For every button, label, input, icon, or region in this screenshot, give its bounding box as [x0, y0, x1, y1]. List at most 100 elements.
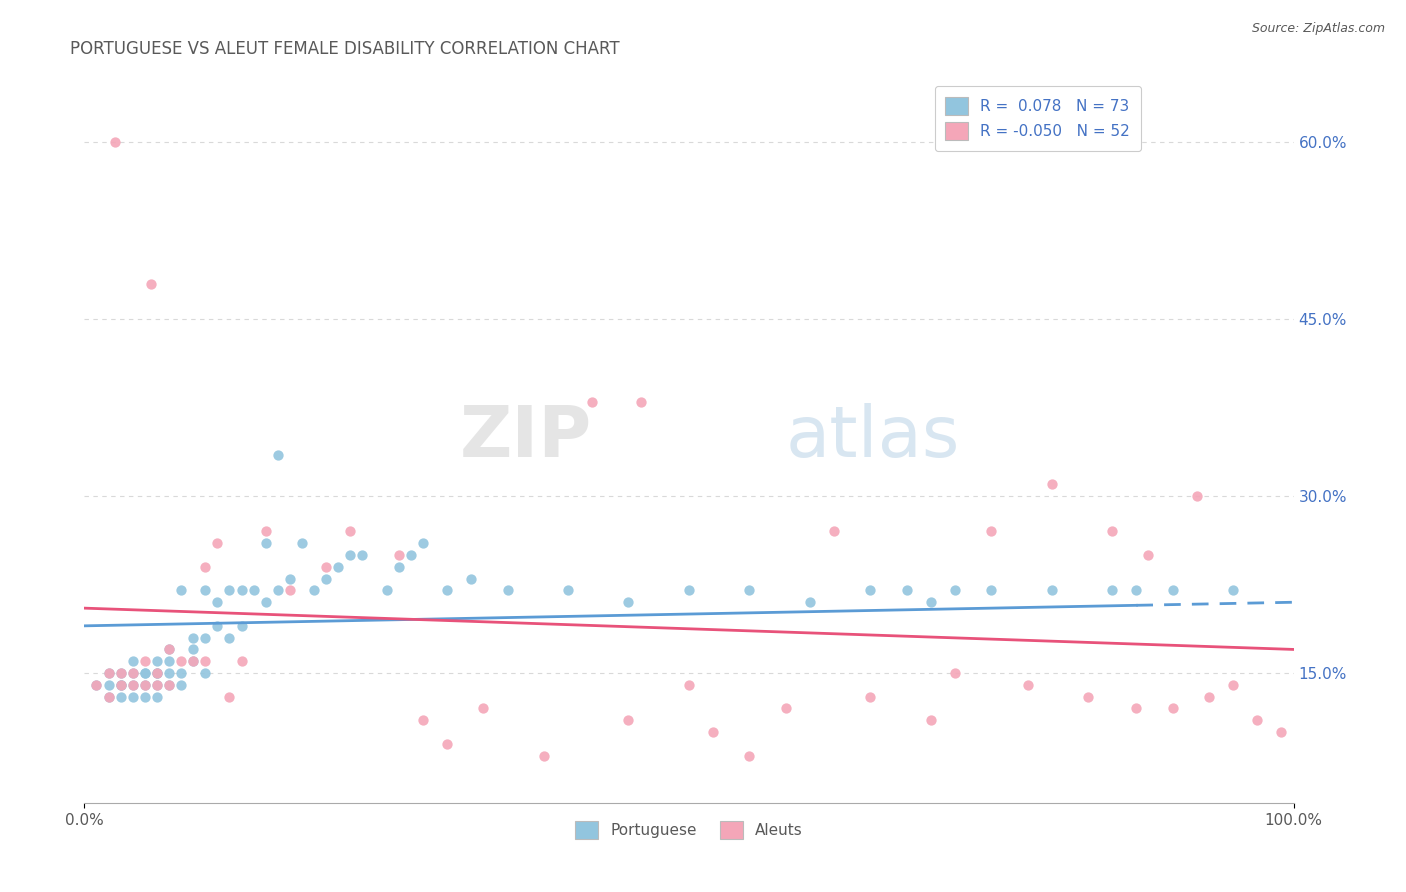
- Point: [339, 524, 361, 539]
- Point: [194, 666, 217, 681]
- Point: [121, 666, 143, 681]
- Point: [1017, 678, 1039, 692]
- Point: [896, 583, 918, 598]
- Point: [146, 666, 169, 681]
- Point: [738, 583, 761, 598]
- Point: [121, 666, 143, 681]
- Point: [1161, 701, 1184, 715]
- Point: [823, 524, 845, 539]
- Point: [581, 394, 603, 409]
- Point: [278, 583, 301, 598]
- Point: [97, 666, 120, 681]
- Point: [110, 666, 132, 681]
- Point: [194, 654, 217, 668]
- Point: [242, 583, 264, 598]
- Point: [134, 690, 156, 704]
- Point: [352, 548, 374, 562]
- Point: [157, 666, 180, 681]
- Point: [1270, 725, 1292, 739]
- Point: [943, 583, 966, 598]
- Point: [1125, 701, 1147, 715]
- Point: [339, 548, 361, 562]
- Point: [110, 678, 132, 692]
- Point: [194, 559, 217, 574]
- Point: [134, 678, 156, 692]
- Point: [170, 666, 193, 681]
- Point: [291, 536, 314, 550]
- Point: [157, 642, 180, 657]
- Point: [181, 654, 204, 668]
- Point: [678, 678, 700, 692]
- Point: [472, 701, 495, 715]
- Point: [134, 666, 156, 681]
- Point: [121, 654, 143, 668]
- Point: [702, 725, 724, 739]
- Point: [121, 678, 143, 692]
- Point: [218, 631, 240, 645]
- Point: [110, 678, 132, 692]
- Point: [207, 536, 229, 550]
- Point: [1185, 489, 1208, 503]
- Point: [170, 678, 193, 692]
- Point: [460, 572, 482, 586]
- Point: [146, 678, 169, 692]
- Point: [1137, 548, 1160, 562]
- Point: [315, 572, 337, 586]
- Point: [157, 678, 180, 692]
- Point: [157, 678, 180, 692]
- Point: [278, 572, 301, 586]
- Point: [110, 678, 132, 692]
- Point: [630, 394, 652, 409]
- Point: [436, 583, 458, 598]
- Point: [231, 583, 253, 598]
- Point: [146, 666, 169, 681]
- Point: [181, 631, 204, 645]
- Point: [134, 666, 156, 681]
- Point: [181, 642, 204, 657]
- Point: [943, 666, 966, 681]
- Point: [1077, 690, 1099, 704]
- Point: [1222, 583, 1244, 598]
- Point: [231, 619, 253, 633]
- Point: [86, 678, 108, 692]
- Point: [207, 619, 229, 633]
- Point: [1222, 678, 1244, 692]
- Point: [146, 690, 169, 704]
- Point: [146, 666, 169, 681]
- Point: [218, 690, 240, 704]
- Point: [97, 690, 120, 704]
- Point: [254, 524, 277, 539]
- Point: [207, 595, 229, 609]
- Point: [181, 654, 204, 668]
- Legend: Portuguese, Aleuts: Portuguese, Aleuts: [568, 814, 810, 847]
- Point: [533, 748, 555, 763]
- Point: [170, 654, 193, 668]
- Point: [97, 666, 120, 681]
- Point: [617, 713, 640, 727]
- Point: [412, 713, 434, 727]
- Point: [1101, 524, 1123, 539]
- Point: [617, 595, 640, 609]
- Point: [267, 583, 290, 598]
- Text: Source: ZipAtlas.com: Source: ZipAtlas.com: [1251, 22, 1385, 36]
- Point: [1246, 713, 1268, 727]
- Point: [859, 583, 882, 598]
- Point: [104, 135, 127, 149]
- Point: [920, 595, 942, 609]
- Point: [920, 713, 942, 727]
- Point: [388, 548, 411, 562]
- Point: [267, 448, 290, 462]
- Point: [97, 678, 120, 692]
- Point: [254, 536, 277, 550]
- Point: [121, 678, 143, 692]
- Text: atlas: atlas: [786, 402, 960, 472]
- Point: [1040, 477, 1063, 491]
- Point: [121, 690, 143, 704]
- Point: [134, 678, 156, 692]
- Point: [254, 595, 277, 609]
- Point: [170, 583, 193, 598]
- Point: [678, 583, 700, 598]
- Point: [388, 559, 411, 574]
- Point: [557, 583, 579, 598]
- Point: [110, 666, 132, 681]
